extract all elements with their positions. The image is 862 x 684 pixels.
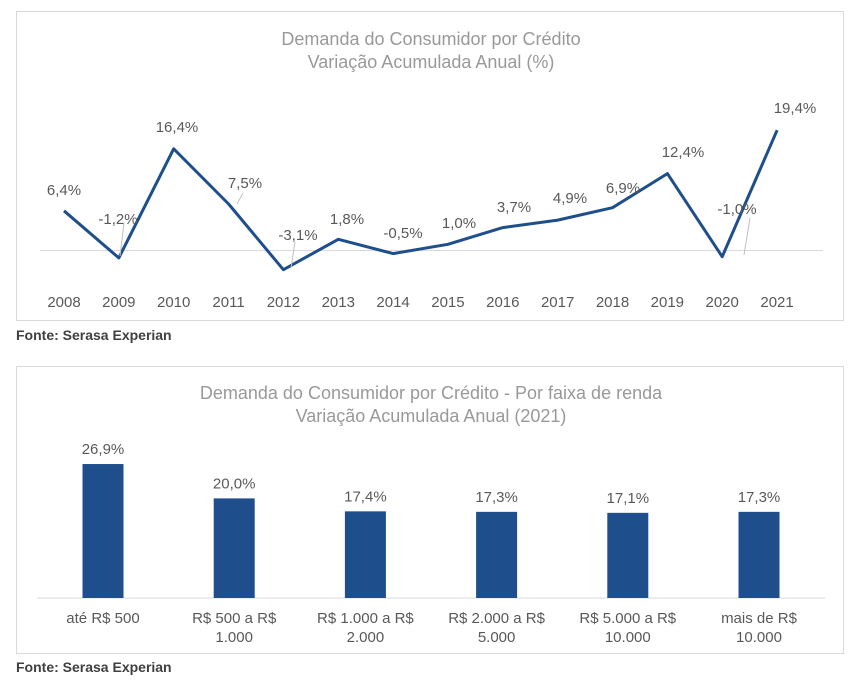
data-label: 16,4%: [156, 119, 199, 136]
series-line: [63, 129, 779, 272]
data-label: 6,9%: [606, 180, 640, 197]
x-tick-label: até R$ 500: [66, 610, 139, 627]
x-tick-label: 2009: [102, 294, 135, 311]
bar: [738, 511, 780, 598]
x-tick-label: 2010: [157, 294, 190, 311]
data-label: 3,7%: [497, 199, 531, 216]
x-tick-label: 2013: [322, 294, 355, 311]
x-tick-label: 10.000: [605, 629, 651, 646]
data-label: 17,4%: [344, 488, 387, 505]
x-tick-label: 1.000: [215, 629, 253, 646]
data-label: -0,5%: [383, 225, 422, 242]
label-leader-line: [743, 217, 751, 256]
data-label: 17,3%: [738, 489, 781, 506]
x-tick-label: R$ 500 a R$: [192, 610, 277, 627]
x-tick-label: 2020: [706, 294, 739, 311]
bar: [607, 512, 649, 598]
data-label: -3,1%: [278, 227, 317, 244]
x-tick-label: R$ 5.000 a R$: [579, 610, 676, 627]
x-tick-label: 2018: [596, 294, 629, 311]
x-tick-label: 5.000: [478, 629, 516, 646]
bar: [82, 464, 124, 598]
data-label: -1,0%: [717, 201, 756, 218]
chart-title: Demanda do Consumidor por Crédito: [281, 29, 580, 49]
chart-subtitle: Variação Acumulada Anual (%): [308, 52, 555, 72]
data-label: 26,9%: [82, 441, 125, 458]
data-label: 20,0%: [213, 475, 256, 492]
x-tick-label: R$ 2.000 a R$: [448, 610, 545, 627]
data-label: 17,1%: [607, 490, 650, 507]
x-tick-label: 2012: [267, 294, 300, 311]
bar: [476, 511, 518, 598]
line-chart-panel: Demanda do Consumidor por Crédito Variaçã…: [16, 11, 844, 321]
label-leader-line: [236, 192, 244, 205]
chart-title: Demanda do Consumidor por Crédito - Por …: [200, 383, 663, 403]
chart-source-note: Fonte: Serasa Experian: [16, 327, 172, 343]
x-tick-label: 2.000: [347, 629, 385, 646]
x-tick-label: 2017: [541, 294, 574, 311]
data-label: -1,2%: [98, 211, 137, 228]
data-label: 17,3%: [475, 489, 518, 506]
chart-subtitle: Variação Acumulada Anual (2021): [296, 406, 567, 426]
data-label: 1,8%: [330, 211, 364, 228]
bar: [344, 511, 386, 598]
label-leader-line: [290, 241, 296, 269]
x-tick-label: 2015: [431, 294, 464, 311]
x-tick-label: 2016: [486, 294, 519, 311]
x-tick-label: 2021: [760, 294, 793, 311]
x-tick-label: 2011: [212, 294, 244, 311]
data-label: 1,0%: [442, 215, 476, 232]
bar-chart: Demanda do Consumidor por Crédito - Por …: [37, 383, 825, 646]
data-label: 6,4%: [47, 182, 81, 199]
data-label: 19,4%: [774, 100, 817, 117]
data-label: 4,9%: [553, 190, 587, 207]
x-tick-label: 2008: [47, 294, 80, 311]
data-label: 7,5%: [228, 175, 262, 192]
data-label: 12,4%: [662, 144, 705, 161]
bar: [213, 498, 255, 598]
x-tick-label: 10.000: [736, 629, 782, 646]
x-tick-label: R$ 1.000 a R$: [317, 610, 414, 627]
chart-source-note: Fonte: Serasa Experian: [16, 659, 172, 675]
x-tick-label: mais de R$: [721, 610, 798, 627]
x-tick-label: 2019: [651, 294, 684, 311]
line-chart: Demanda do Consumidor por Crédito Variaçã…: [40, 29, 823, 311]
x-tick-label: 2014: [376, 294, 409, 311]
label-leader-line: [119, 222, 125, 257]
bar-chart-panel: Demanda do Consumidor por Crédito - Por …: [16, 366, 844, 654]
